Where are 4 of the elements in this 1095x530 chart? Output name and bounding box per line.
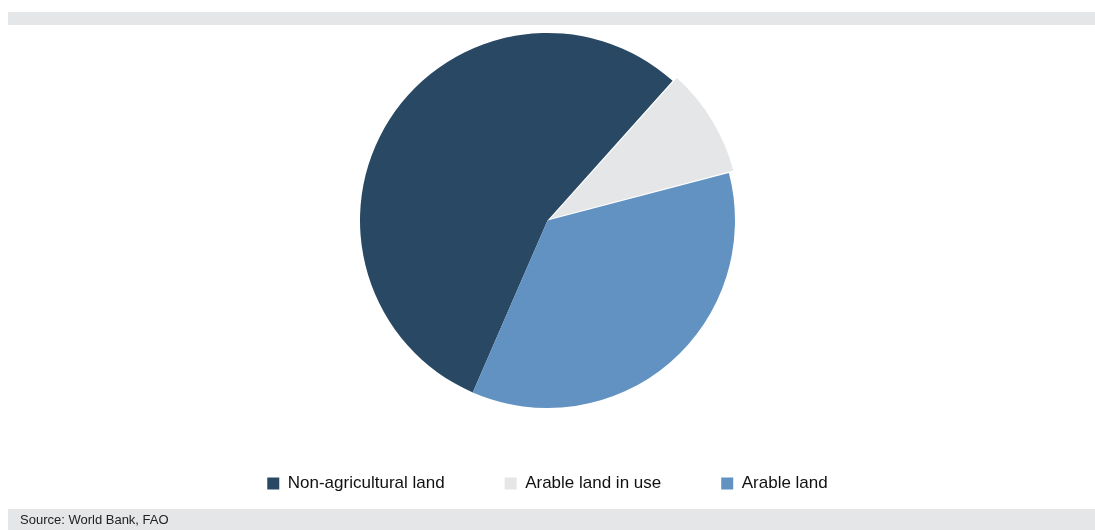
legend-label: Arable land (741, 473, 828, 493)
legend-label: Arable land in use (525, 473, 662, 493)
source-note: Source: World Bank, FAO (8, 509, 1095, 530)
legend-label: Non-agricultural land (287, 473, 445, 493)
